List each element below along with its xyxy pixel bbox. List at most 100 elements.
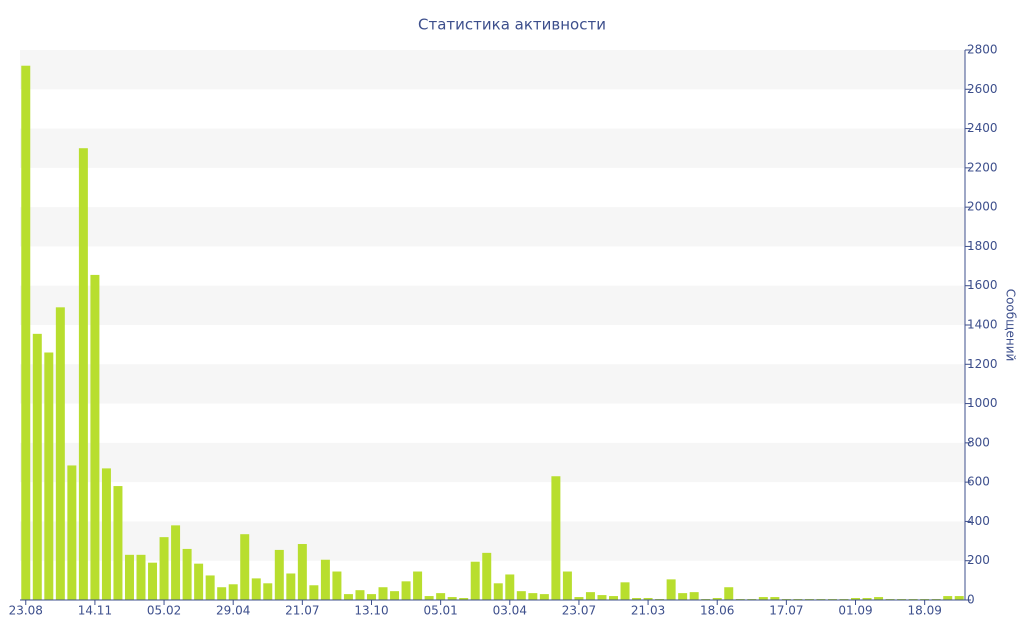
- bar: [90, 274, 100, 600]
- y-tick-label: 1000: [967, 396, 998, 410]
- grid-band: [20, 128, 965, 168]
- bar: [67, 465, 77, 600]
- bar: [44, 352, 54, 600]
- x-tick-label: 23.08: [9, 604, 43, 618]
- bar: [505, 574, 515, 600]
- bar: [32, 333, 42, 600]
- y-tick-label: 1400: [967, 318, 998, 332]
- bar: [470, 561, 480, 600]
- bar: [459, 598, 469, 600]
- bar: [217, 587, 227, 600]
- bar: [378, 587, 388, 600]
- grid-band: [20, 50, 965, 90]
- bar: [413, 571, 423, 600]
- bar: [689, 592, 699, 600]
- x-tick-label: 18.09: [907, 604, 941, 618]
- x-tick-label: 05.01: [423, 604, 457, 618]
- bar: [643, 598, 653, 600]
- bar: [954, 596, 964, 600]
- y-tick-label: 2600: [967, 82, 998, 96]
- bar: [297, 544, 307, 600]
- y-tick-label: 200: [967, 553, 990, 567]
- bar: [597, 595, 607, 600]
- x-tick-label: 23.07: [562, 604, 596, 618]
- bar: [78, 148, 88, 600]
- y-axis-label: Сообщений: [1004, 289, 1018, 362]
- x-tick-label: 29.04: [216, 604, 250, 618]
- y-tick-label: 800: [967, 435, 990, 449]
- bar: [758, 597, 768, 600]
- bar: [562, 571, 572, 600]
- bar: [355, 590, 365, 600]
- bar: [124, 554, 134, 600]
- bar: [366, 594, 376, 600]
- bar: [620, 582, 630, 600]
- y-tick-label: 2800: [967, 43, 998, 57]
- bar: [609, 596, 619, 600]
- bar: [666, 579, 676, 600]
- bar: [390, 591, 400, 600]
- grid-band: [20, 285, 965, 325]
- bar: [320, 559, 330, 600]
- bar: [436, 593, 446, 600]
- x-tick-label: 13.10: [354, 604, 388, 618]
- bar: [724, 587, 734, 600]
- x-tick-label: 17.07: [769, 604, 803, 618]
- y-tick-label: 1800: [967, 239, 998, 253]
- bar: [228, 584, 238, 600]
- bar: [551, 476, 561, 600]
- bar: [240, 534, 250, 600]
- bar: [309, 585, 319, 600]
- bar: [770, 597, 780, 600]
- chart-title: Статистика активности: [418, 16, 606, 34]
- bar: [113, 486, 123, 600]
- bar: [274, 549, 284, 600]
- y-tick-label: 400: [967, 514, 990, 528]
- bar: [401, 581, 411, 600]
- x-tick-label: 18.06: [700, 604, 734, 618]
- bar: [194, 563, 204, 600]
- bar: [205, 575, 215, 600]
- grid-band: [20, 442, 965, 483]
- bar: [574, 597, 584, 600]
- bar: [482, 552, 492, 600]
- y-tick-label: 1600: [967, 278, 998, 292]
- y-tick-label: 600: [967, 475, 990, 489]
- y-tick-label: 1200: [967, 357, 998, 371]
- bar: [21, 65, 31, 600]
- bar: [539, 594, 549, 600]
- bar: [516, 591, 526, 600]
- bar: [493, 583, 503, 600]
- x-tick-label: 01.09: [838, 604, 872, 618]
- y-tick-label: 0: [967, 593, 975, 607]
- bar: [712, 598, 722, 600]
- bar: [171, 525, 181, 600]
- bar: [159, 537, 169, 600]
- bar: [874, 597, 884, 600]
- x-tick-label: 03.04: [493, 604, 527, 618]
- y-tick-label: 2400: [967, 121, 998, 135]
- y-tick-label: 2000: [967, 200, 998, 214]
- y-tick-label: 2200: [967, 160, 998, 174]
- bar: [862, 598, 872, 600]
- bar: [101, 468, 111, 600]
- bar: [148, 562, 158, 600]
- bar: [632, 598, 642, 600]
- x-tick-label: 21.03: [631, 604, 665, 618]
- bar: [251, 578, 261, 600]
- bar: [528, 593, 538, 600]
- bar: [851, 598, 861, 600]
- grid-band: [20, 207, 965, 247]
- bar: [286, 573, 296, 600]
- x-tick-label: 21.07: [285, 604, 319, 618]
- bar: [447, 597, 457, 600]
- bar: [332, 571, 342, 600]
- x-tick-label: 05.02: [147, 604, 181, 618]
- bar: [343, 594, 353, 600]
- bar: [424, 596, 434, 600]
- x-tick-label: 14.11: [78, 604, 112, 618]
- bar: [585, 592, 595, 600]
- bar: [678, 593, 688, 600]
- bar: [182, 548, 192, 600]
